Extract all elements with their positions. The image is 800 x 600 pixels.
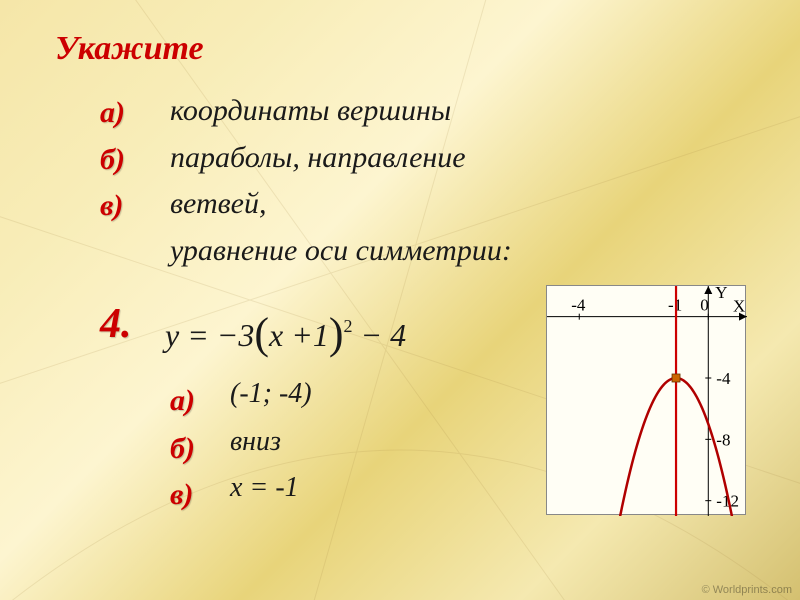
eq-tail: − 4 <box>353 317 407 353</box>
answer-bullet-v: в) <box>170 472 193 519</box>
svg-text:Y: Y <box>715 286 727 302</box>
eq-inner: x +1 <box>269 317 329 353</box>
answer-v: x = -1 <box>230 472 299 504</box>
svg-text:Х: Х <box>733 297 745 316</box>
question-line4: уравнение оси симметрии: <box>170 228 512 275</box>
eq-coef: −3 <box>217 317 255 353</box>
question-bullets: а) б) в) <box>100 90 125 230</box>
bullet-a: а) <box>100 90 125 137</box>
bullet-v: в) <box>100 183 125 230</box>
answer-bullet-a: а) <box>170 378 195 425</box>
answer-a: (-1; -4) <box>230 378 312 410</box>
answer-b: вниз <box>230 426 281 458</box>
question-line1: координаты вершины <box>170 88 512 135</box>
question-line2: параболы, направление <box>170 135 512 182</box>
svg-text:0: 0 <box>700 296 709 315</box>
problem-number: 4. <box>100 300 132 348</box>
answer-bullet-b: б) <box>170 426 195 473</box>
eq-lhs: y <box>165 317 179 353</box>
eq-exp: 2 <box>344 316 353 336</box>
eq-sign: = <box>179 317 217 353</box>
svg-text:-4: -4 <box>571 296 586 315</box>
svg-text:-8: -8 <box>716 430 730 449</box>
copyright-label: © Worldprints.com <box>702 584 792 596</box>
parabola-graph: YХ-4-10-4-8-12 <box>546 285 746 515</box>
svg-text:-4: -4 <box>716 369 731 388</box>
equation: y = −3(x +1)2 − 4 <box>165 306 406 357</box>
slide-title: Укажите <box>55 30 204 68</box>
bullet-b: б) <box>100 137 125 184</box>
question-text: координаты вершины параболы, направление… <box>170 88 512 274</box>
question-line3: ветвей, <box>170 181 512 228</box>
